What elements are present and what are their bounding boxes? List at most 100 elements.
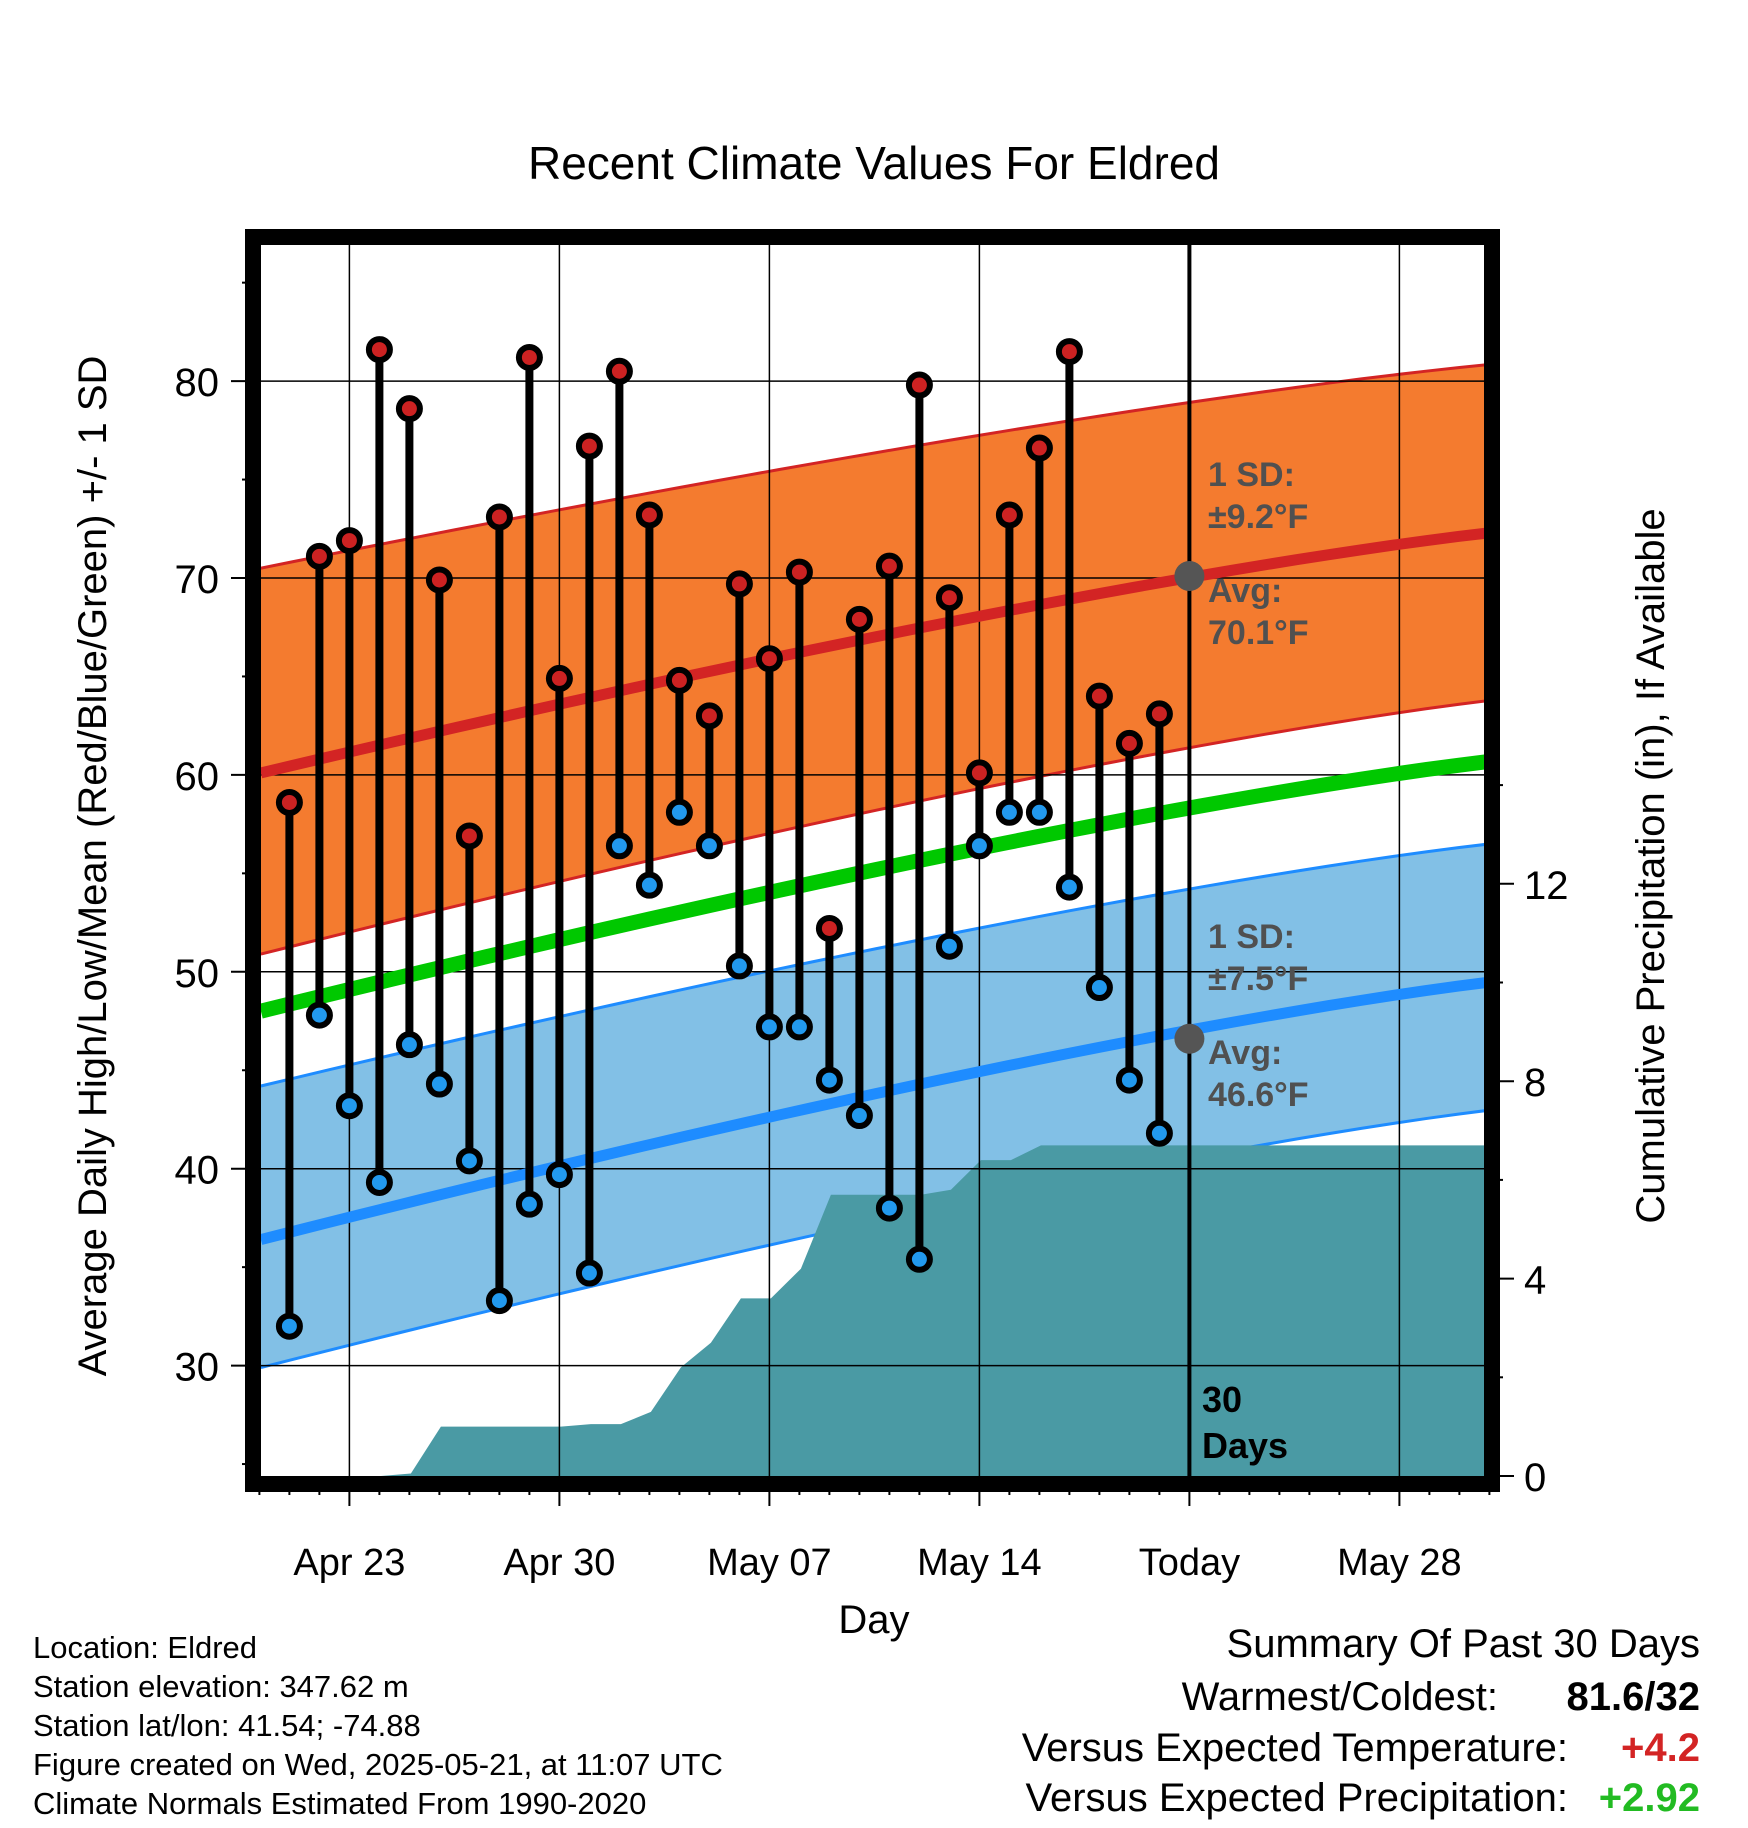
x-tick-label: Today xyxy=(1139,1542,1240,1584)
plot-frame xyxy=(245,229,1500,1492)
low-sd-band xyxy=(261,844,1484,1368)
high-temp-dot xyxy=(1145,700,1173,728)
info-normals: Climate Normals Estimated From 1990-2020 xyxy=(33,1786,647,1821)
days-word-label: Days xyxy=(1202,1425,1288,1466)
high-temp-dot xyxy=(605,357,633,385)
low-temp-dot xyxy=(635,871,663,899)
y-tick-label: 80 xyxy=(175,361,220,405)
low-sd-label: 1 SD: xyxy=(1208,918,1295,956)
low-temp-dot xyxy=(425,1070,453,1098)
plot-content xyxy=(261,245,1484,1476)
info-latlon: Station lat/lon: 41.54; -74.88 xyxy=(33,1708,421,1743)
high-temp-dot xyxy=(665,666,693,694)
y2-tick-label: 8 xyxy=(1524,1061,1546,1105)
today-high-marker xyxy=(1174,561,1205,592)
low-temp-dot xyxy=(305,1001,333,1029)
high-temp-dot xyxy=(335,527,363,555)
low-temp-dot xyxy=(1055,873,1083,901)
high-avg-label: Avg: xyxy=(1208,572,1282,610)
low-temp-dot xyxy=(455,1147,483,1175)
high-temp-dot xyxy=(425,566,453,594)
y2-axis-label: Cumulative Precipitation (in), If Availa… xyxy=(1629,508,1673,1223)
low-temp-dot xyxy=(575,1259,603,1287)
y-tick-label: 70 xyxy=(175,558,220,602)
high-temp-dot xyxy=(785,558,813,586)
low-temp-dot xyxy=(935,932,963,960)
high-temp-dot xyxy=(1115,729,1143,757)
low-temp-dot xyxy=(395,1031,423,1059)
high-temp-dot xyxy=(1085,682,1113,710)
summary-warm-cold-label: Warmest/Coldest: xyxy=(1181,1675,1498,1719)
summary-title: Summary Of Past 30 Days xyxy=(1226,1622,1700,1666)
y-tick-label: 60 xyxy=(175,755,220,799)
low-temp-dot xyxy=(1025,798,1053,826)
x-tick-label: May 07 xyxy=(707,1542,832,1584)
avg-mean-line xyxy=(261,754,1484,1019)
low-temp-dot xyxy=(695,832,723,860)
high-temp-dot xyxy=(695,702,723,730)
high-temp-dot xyxy=(515,343,543,371)
x-tick-label: May 28 xyxy=(1337,1542,1462,1584)
high-temp-dot xyxy=(965,759,993,787)
chart-title: Recent Climate Values For Eldred xyxy=(528,137,1220,189)
low-temp-dot xyxy=(275,1312,303,1340)
low-temp-dot xyxy=(845,1102,873,1130)
high-temp-dot xyxy=(935,584,963,612)
summary-precip-value: +2.92 xyxy=(1598,1776,1700,1820)
low-temp-dot xyxy=(335,1092,363,1120)
high-temp-dot xyxy=(395,395,423,423)
low-temp-dot xyxy=(1085,974,1113,1002)
high-temp-dot xyxy=(905,371,933,399)
today-low-marker xyxy=(1174,1023,1205,1054)
low-temp-dot xyxy=(875,1194,903,1222)
low-temp-dot xyxy=(485,1287,513,1315)
high-temp-dot xyxy=(875,552,903,580)
y-tick-label: 30 xyxy=(175,1346,220,1390)
low-temp-dot xyxy=(515,1190,543,1218)
info-created: Figure created on Wed, 2025-05-21, at 11… xyxy=(33,1747,723,1782)
y-tick-label: 40 xyxy=(175,1149,220,1193)
info-elevation: Station elevation: 347.62 m xyxy=(33,1669,409,1704)
high-sd-band xyxy=(261,365,1484,955)
low-temp-dot xyxy=(755,1013,783,1041)
low-avg-value: 46.6°F xyxy=(1208,1076,1309,1114)
plot-area: 1 SD: ±9.2°F Avg: 70.1°F 1 SD: ±7.5°F Avg: 46.6… xyxy=(175,229,1569,1584)
low-temp-dot xyxy=(605,832,633,860)
low-temp-dot xyxy=(365,1168,393,1196)
low-temp-dot xyxy=(725,952,753,980)
high-temp-dot xyxy=(455,822,483,850)
high-temp-dot xyxy=(1025,434,1053,462)
low-temp-dot xyxy=(965,832,993,860)
x-axis-label: Day xyxy=(838,1598,909,1642)
high-avg-value: 70.1°F xyxy=(1208,614,1309,652)
days-count-label: 30 xyxy=(1202,1379,1242,1420)
low-sd-value: ±7.5°F xyxy=(1208,960,1308,998)
y2-tick-label: 0 xyxy=(1524,1456,1546,1500)
info-location: Location: Eldred xyxy=(33,1630,258,1665)
precip-area xyxy=(380,1145,1484,1476)
low-temp-dot xyxy=(905,1245,933,1273)
high-temp-dot xyxy=(725,570,753,598)
high-temp-dot xyxy=(815,914,843,942)
low-temp-dot xyxy=(1145,1119,1173,1147)
low-temp-dot xyxy=(545,1161,573,1189)
high-temp-dot xyxy=(365,336,393,364)
high-temp-dot xyxy=(635,501,663,529)
summary-precip-label: Versus Expected Precipitation: xyxy=(1025,1776,1568,1820)
high-temp-dot xyxy=(305,542,333,570)
x-tick-label: May 14 xyxy=(917,1542,1042,1584)
high-band-bottom-edge xyxy=(261,699,1484,956)
high-temp-dot xyxy=(485,503,513,531)
high-temp-dot xyxy=(545,664,573,692)
x-tick-label: Apr 30 xyxy=(503,1542,615,1584)
summary-temp-label: Versus Expected Temperature: xyxy=(1021,1726,1568,1770)
low-temp-dot xyxy=(785,1013,813,1041)
y2-tick-label: 12 xyxy=(1524,864,1569,908)
low-band-top-edge xyxy=(261,843,1484,1088)
high-temp-dot xyxy=(275,788,303,816)
summary-warm-cold-value: 81.6/32 xyxy=(1566,1675,1700,1719)
y2-tick-label: 4 xyxy=(1524,1259,1546,1303)
high-temp-dot xyxy=(755,645,783,673)
low-temp-dot xyxy=(995,798,1023,826)
